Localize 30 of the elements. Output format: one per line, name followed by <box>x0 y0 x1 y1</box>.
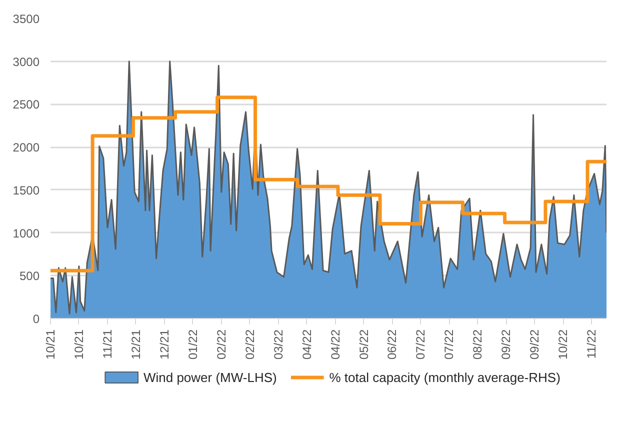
x-tick-label: 12/21 <box>157 329 172 360</box>
x-tick-label: 07/22 <box>442 329 456 360</box>
y-tick-label: 500 <box>19 269 40 284</box>
x-tick-label: 02/22 <box>214 329 228 360</box>
legend-label: Wind power (MW-LHS) <box>143 370 277 385</box>
y-tick-label: 2000 <box>12 140 40 155</box>
x-tick-label: 02/22 <box>242 329 257 360</box>
y-tick-label: 3500 <box>12 12 40 26</box>
x-tick-label: 10/21 <box>72 329 86 360</box>
x-tick-label: 11/22 <box>584 329 599 359</box>
x-tick-label: 04/22 <box>328 329 342 360</box>
y-tick-label: 3000 <box>12 54 40 69</box>
x-tick-label: 04/22 <box>300 329 314 360</box>
x-tick-label: 01/22 <box>186 329 200 360</box>
x-tick-label: 11/21 <box>100 329 114 359</box>
x-tick-label: 07/22 <box>414 329 428 360</box>
x-tick-label: 09/22 <box>528 329 542 360</box>
x-tick-label: 10/21 <box>44 329 58 360</box>
x-tick-label: 10/22 <box>556 329 570 360</box>
x-tick-label: 12/21 <box>128 329 143 360</box>
x-tick-label: 06/22 <box>385 329 400 360</box>
legend-label: % total capacity (monthly average-RHS) <box>329 370 560 385</box>
y-tick-label: 2500 <box>12 98 40 112</box>
y-tick-label: 0 <box>32 312 40 326</box>
x-tick-label: 09/22 <box>499 329 514 360</box>
x-tick-label: 08/22 <box>470 329 485 360</box>
x-tick-label: 03/22 <box>271 329 286 360</box>
x-tick-label: 05/22 <box>356 329 371 360</box>
y-tick-label: 1000 <box>12 226 40 240</box>
y-tick-label: 1500 <box>12 183 40 198</box>
